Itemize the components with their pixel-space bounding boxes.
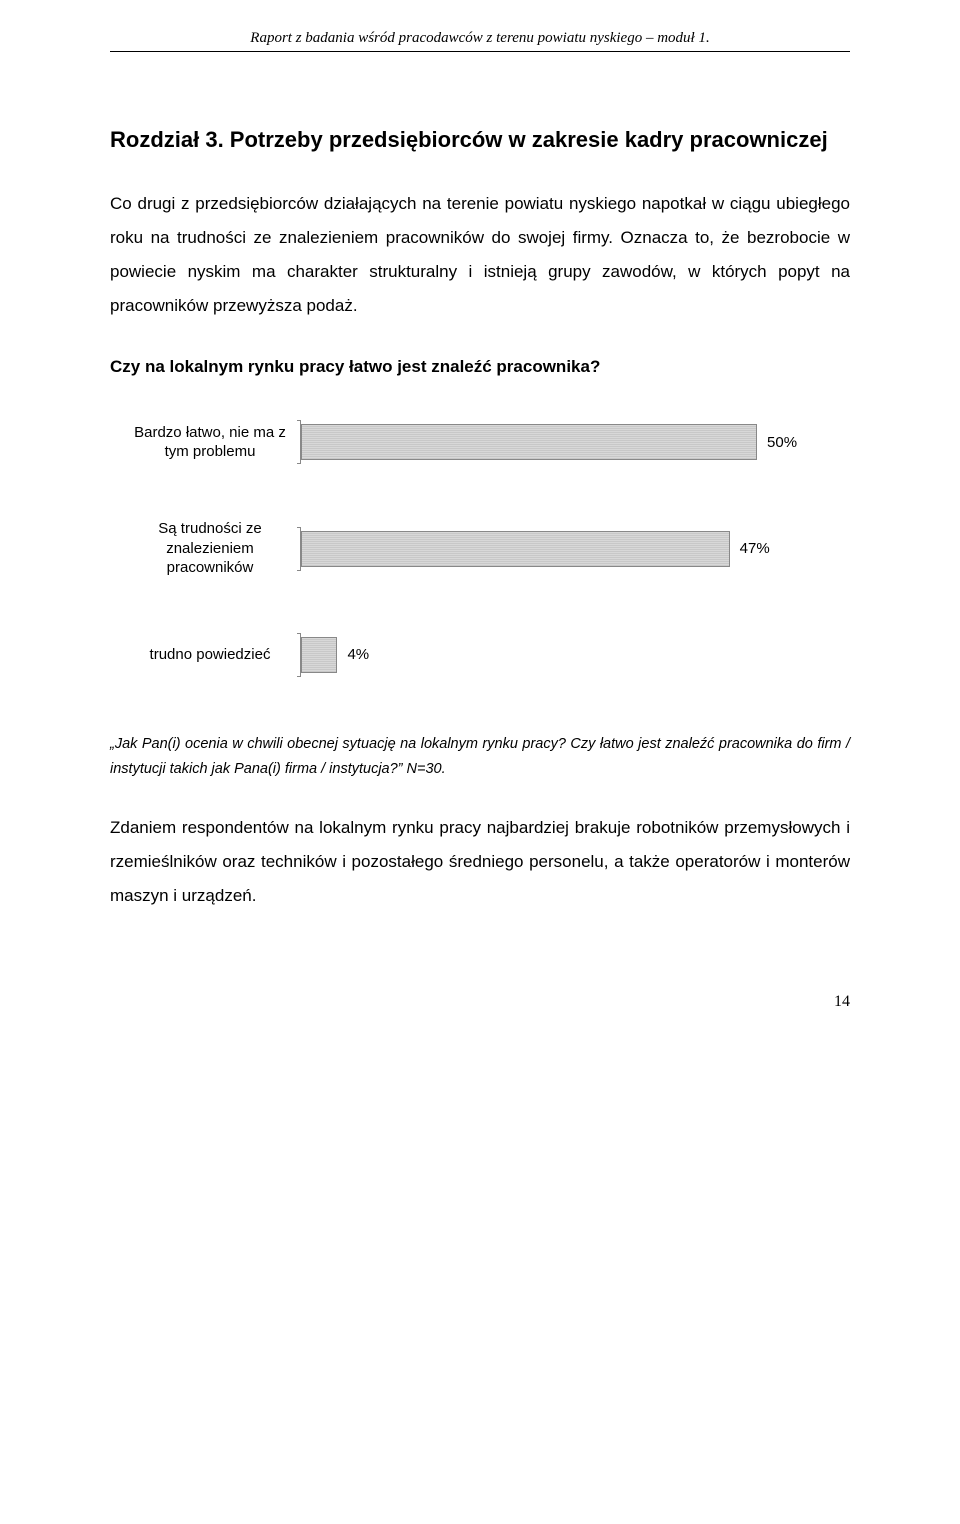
chart-bar xyxy=(301,531,730,567)
chart-bar-label: Są trudności ze znalezieniem pracowników xyxy=(130,519,300,578)
chart-bar-area: 50% xyxy=(300,420,830,464)
chart-bar-area: 4% xyxy=(300,633,830,677)
chart-bar-value: 50% xyxy=(767,434,797,451)
chart-bar-value: 4% xyxy=(347,646,369,663)
chapter-title: Rozdział 3. Potrzeby przedsiębiorców w z… xyxy=(110,122,850,157)
chart-bar-value: 47% xyxy=(740,540,770,557)
chart-row: trudno powiedzieć 4% xyxy=(130,633,830,677)
page-header: Raport z badania wśród pracodawców z ter… xyxy=(110,30,850,52)
chart-bar-area: 47% xyxy=(300,527,830,571)
chart-bar-label: trudno powiedzieć xyxy=(130,645,300,665)
chart-bar-label: Bardzo łatwo, nie ma z tym problemu xyxy=(130,423,300,462)
chart-caption: „Jak Pan(i) ocenia w chwili obecnej sytu… xyxy=(110,732,850,781)
paragraph-intro: Co drugi z przedsiębiorców działających … xyxy=(110,187,850,323)
chart-bar xyxy=(301,637,337,673)
paragraph-conclusion: Zdaniem respondentów na lokalnym rynku p… xyxy=(110,811,850,913)
chart-row: Bardzo łatwo, nie ma z tym problemu 50% xyxy=(130,420,830,464)
chart-row: Są trudności ze znalezieniem pracowników… xyxy=(130,519,830,578)
chart-bar xyxy=(301,424,757,460)
page-number: 14 xyxy=(110,993,850,1011)
bar-chart: Bardzo łatwo, nie ma z tym problemu 50% Są… xyxy=(130,420,830,677)
chart-question: Czy na lokalnym rynku pracy łatwo jest z… xyxy=(110,353,850,380)
